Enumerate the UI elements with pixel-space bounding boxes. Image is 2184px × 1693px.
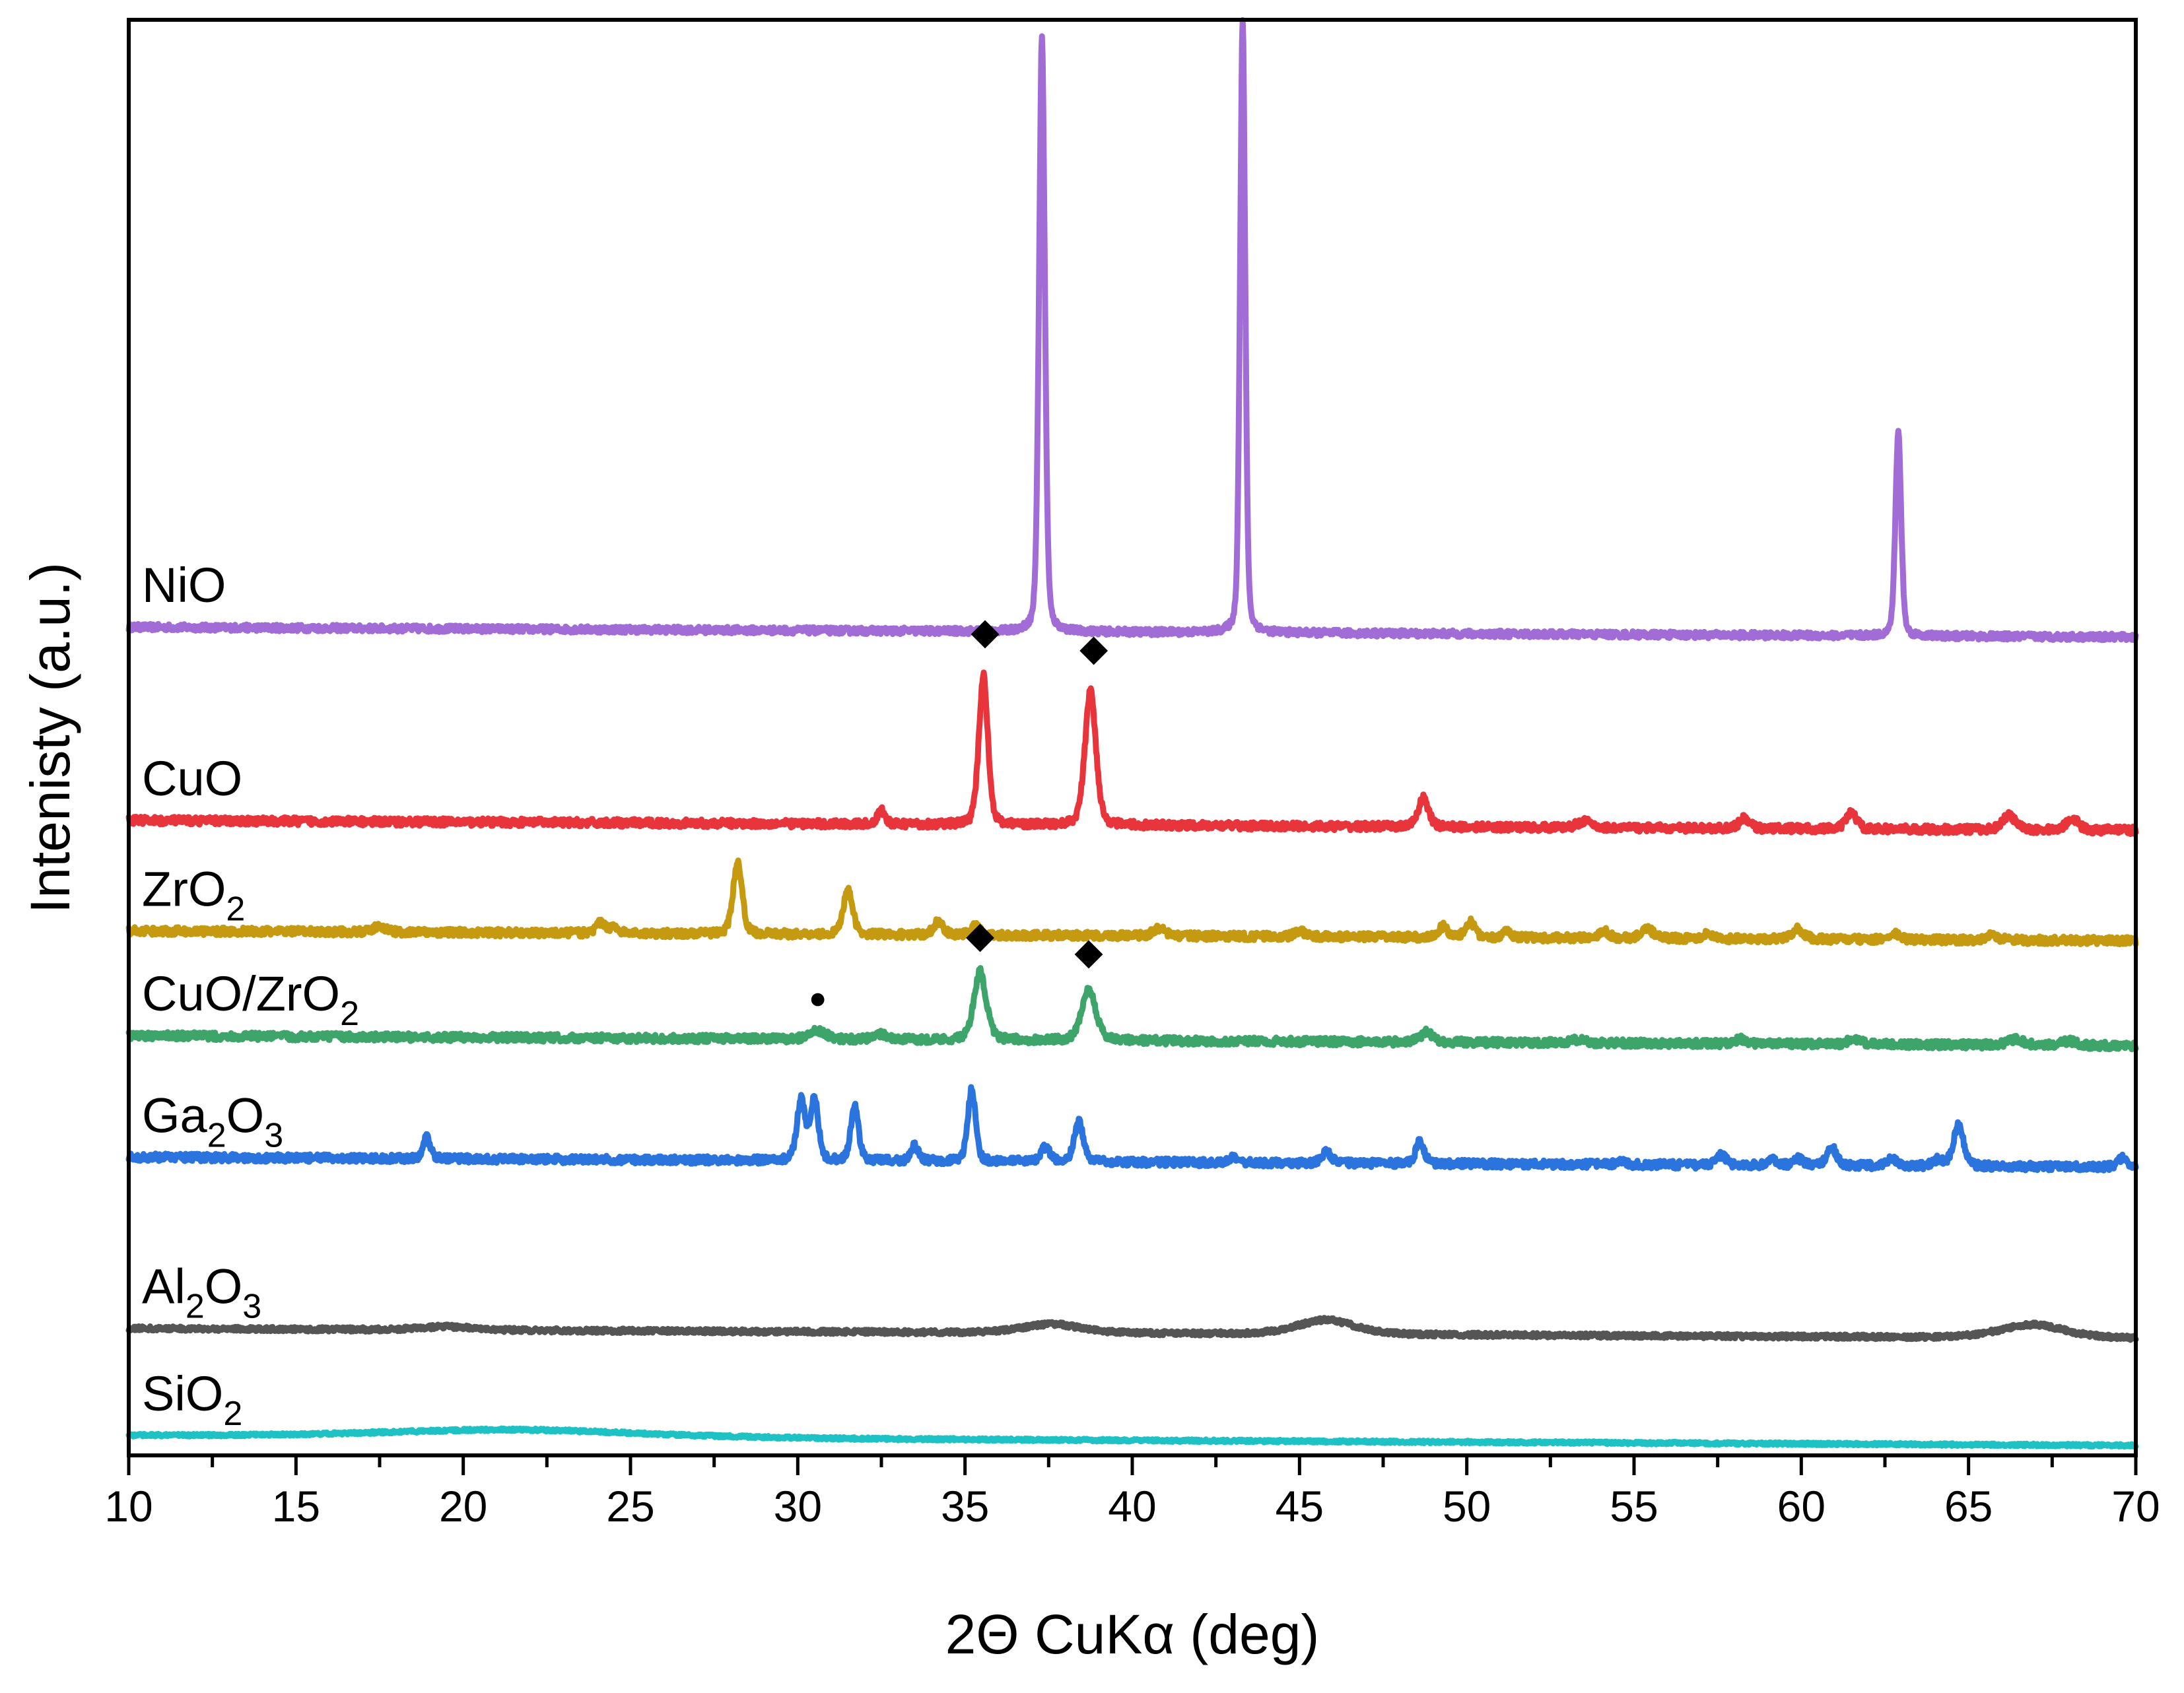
series-label-part: NiO: [142, 558, 226, 613]
x-tick-label: 20: [439, 1482, 487, 1531]
x-tick-label: 50: [1443, 1482, 1491, 1531]
series-label-part: 2: [340, 995, 359, 1033]
series-line-sio2: [125, 1425, 2139, 1450]
series-label-part: 2: [226, 890, 245, 928]
x-axis-title: 2Θ CuKα (deg): [945, 1603, 1320, 1665]
x-tick-label: 25: [606, 1482, 654, 1531]
x-tick-label: 30: [774, 1482, 822, 1531]
series-layer: [125, 17, 2139, 1450]
series-label-part: 3: [242, 1288, 261, 1326]
series-label-sio2: SiO2: [142, 1366, 242, 1433]
series-line-cuo: [125, 669, 2139, 838]
series-label-part: O: [226, 1088, 265, 1143]
series-label-al2o3: Al2O3: [142, 1259, 261, 1326]
series-label-ga2o3: Ga2O3: [142, 1088, 283, 1154]
series-label-cuo: CuO: [142, 751, 242, 806]
series-line-ga2o3: [125, 1084, 2139, 1174]
x-tick-label: 40: [1108, 1482, 1156, 1531]
series-line-cuo-zro2: [125, 965, 2139, 1053]
x-tick-label: 10: [104, 1482, 153, 1531]
series-label-nio: NiO: [142, 558, 226, 613]
marker-layer: ◆ ◆ ◆ ◆ ●: [809, 610, 1108, 1014]
series-label-part: CuO: [142, 751, 242, 806]
series-line-zro2: [125, 857, 2139, 948]
x-tick-label: 15: [272, 1482, 320, 1531]
series-label-zro2: ZrO2: [142, 861, 245, 928]
diamond-marker: ◆: [1075, 931, 1103, 972]
series-label-part: CuO/ZrO: [142, 966, 340, 1021]
circle-marker: ●: [809, 980, 827, 1014]
series-label-part: O: [205, 1259, 243, 1314]
x-tick-label: 70: [2111, 1482, 2160, 1531]
series-label-part: 2: [223, 1395, 242, 1433]
series-line-nio: [125, 17, 2139, 644]
series-label-part: 2: [207, 1116, 226, 1154]
series-label-part: Al: [142, 1259, 186, 1314]
x-tick-label: 60: [1777, 1482, 1826, 1531]
x-tick-label: 35: [941, 1482, 989, 1531]
x-tick-label: 55: [1610, 1482, 1658, 1531]
series-line-al2o3: [125, 1315, 2139, 1343]
series-label-part: 2: [186, 1288, 205, 1326]
series-label-part: ZrO: [142, 861, 226, 916]
diamond-marker: ◆: [1079, 626, 1108, 668]
x-tick-label: 45: [1276, 1482, 1324, 1531]
x-axis-ticks: 10 15 20 25 30 35 40 45 50 55 60 65 70: [104, 1455, 2160, 1531]
series-label-part: SiO: [142, 1366, 223, 1421]
series-label-part: 3: [264, 1116, 283, 1154]
y-axis-title: Intenisty (a.u.): [19, 562, 81, 913]
series-label-cuo-zro2: CuO/ZrO2: [142, 966, 359, 1033]
diamond-marker: ◆: [966, 913, 994, 955]
series-label-part: Ga: [142, 1088, 208, 1143]
diamond-marker: ◆: [971, 610, 1000, 651]
x-tick-label: 65: [1944, 1482, 1993, 1531]
